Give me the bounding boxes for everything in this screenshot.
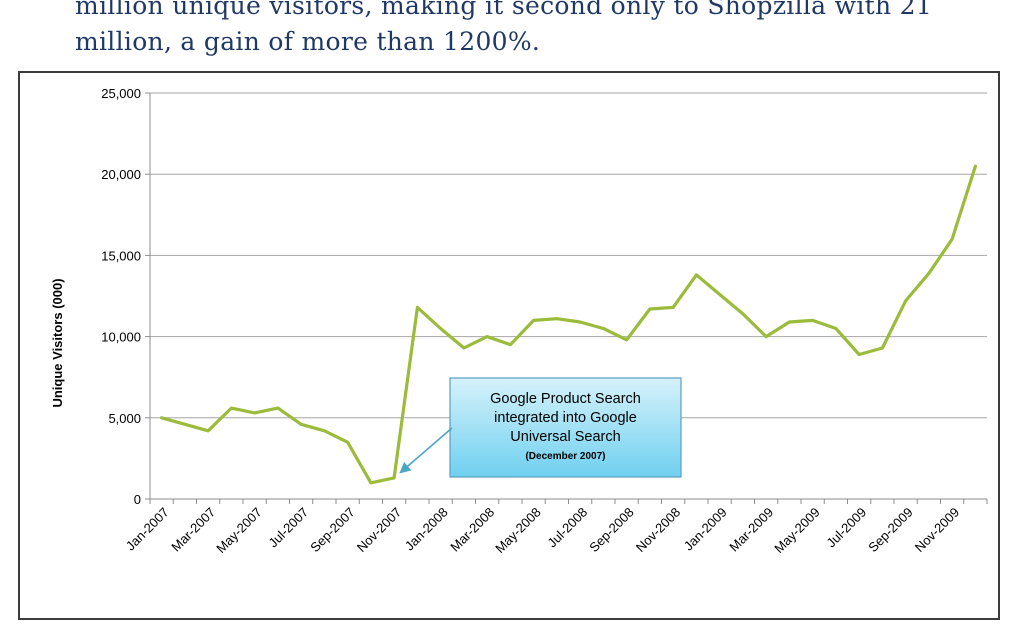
annotation-arrow (399, 427, 453, 474)
annotation-date: (December 2007) (525, 451, 605, 462)
x-tick-label: May-2008 (492, 505, 543, 556)
x-tick-label: Jan-2007 (123, 505, 172, 554)
series-line (160, 164, 978, 485)
x-tick-label: Sep-2009 (865, 505, 915, 555)
series-unique-visitors (160, 164, 978, 485)
y-tick-label: 10,000 (101, 330, 141, 345)
x-tick-label: Jul-2007 (265, 505, 311, 551)
x-tick-label: Jan-2008 (402, 505, 451, 554)
annotation-line-3: Universal Search (510, 429, 620, 445)
x-tick-label: Mar-2009 (726, 505, 776, 555)
y-tick-labels: 0 5,000 10,000 15,000 20,000 25,000 (101, 86, 141, 507)
annotation-box (449, 377, 682, 478)
x-tick-label: Jul-2008 (544, 505, 590, 551)
y-tick-label: 20,000 (101, 167, 141, 182)
x-tick-label: Nov-2007 (354, 505, 404, 555)
annotation-line-2: integrated into Google (494, 410, 637, 426)
y-tick-label: 15,000 (101, 248, 141, 263)
annotation-callout: Google Product Search integrated into Go… (399, 377, 682, 478)
y-axis-label: Unique Visitors (000) (50, 278, 65, 407)
axes (145, 92, 988, 504)
y-tick-label: 0 (134, 492, 141, 507)
x-tick-label: Jul-2009 (823, 505, 869, 551)
x-tick-label: May-2007 (213, 505, 264, 556)
x-tick-label: Mar-2007 (168, 505, 218, 555)
x-tick-label: Mar-2008 (447, 505, 497, 555)
document-line-1: million unique visitors, making it secon… (75, 0, 933, 20)
x-tick-label: Sep-2007 (307, 505, 357, 555)
x-tick-label: Nov-2008 (633, 505, 683, 555)
document-line-2: million, a gain of more than 1200%. (75, 27, 541, 56)
x-tick-label: May-2009 (771, 505, 822, 556)
x-tick-label: Nov-2009 (912, 505, 962, 555)
y-tick-label: 5,000 (108, 411, 141, 426)
annotation-line-1: Google Product Search (490, 391, 641, 407)
y-tick-label: 25,000 (101, 86, 141, 101)
x-tick-label: Sep-2008 (586, 505, 636, 555)
gridlines (150, 92, 987, 419)
chart-frame: 0 5,000 10,000 15,000 20,000 25,000 Jan-2007 M… (18, 71, 1000, 620)
x-tick-label: Jan-2009 (681, 505, 730, 554)
document-text: million unique visitors, making it secon… (75, 0, 975, 60)
